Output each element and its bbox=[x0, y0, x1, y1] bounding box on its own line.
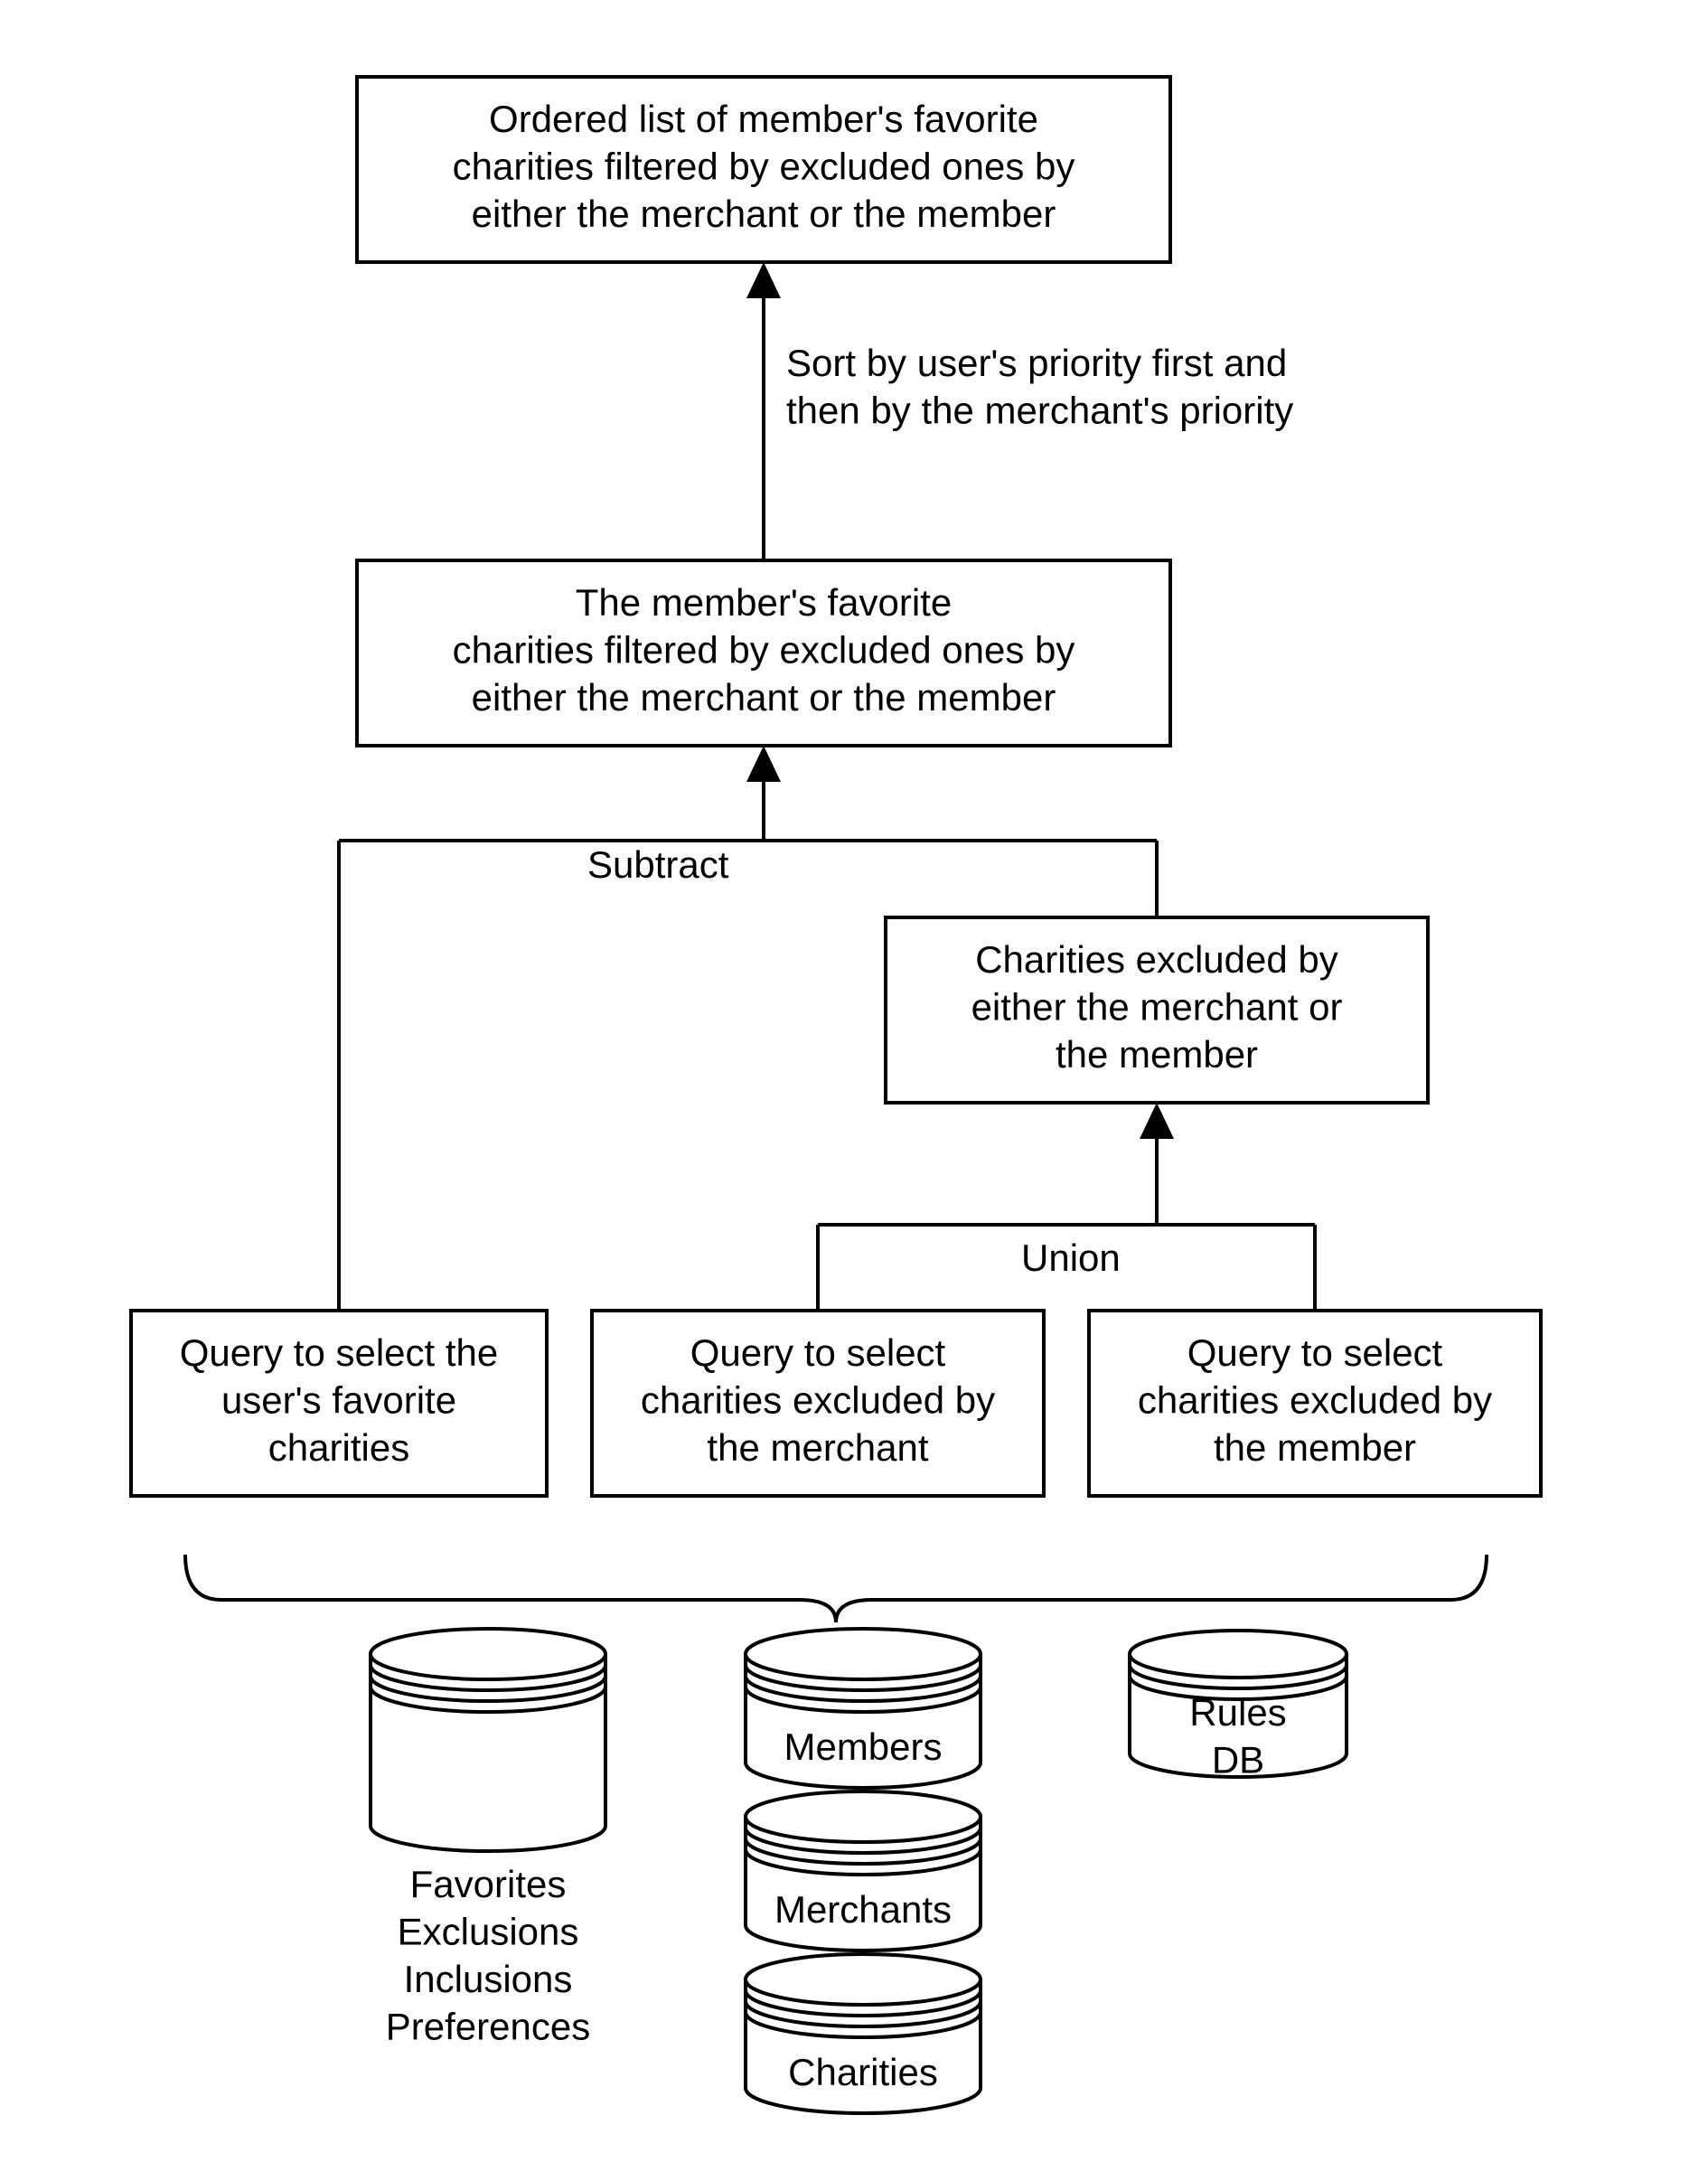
edge-label-union: Union bbox=[1021, 1236, 1121, 1279]
svg-text:Preferences: Preferences bbox=[386, 2006, 590, 2048]
svg-text:Charities: Charities bbox=[788, 2051, 938, 2093]
svg-text:either the merchant or: either the merchant or bbox=[971, 986, 1343, 1029]
svg-text:Exclusions: Exclusions bbox=[398, 1911, 579, 1953]
svg-text:charities filtered by excluded: charities filtered by excluded ones by bbox=[453, 629, 1075, 672]
db-members: Members bbox=[746, 1629, 981, 1788]
svg-text:Charities excluded by: Charities excluded by bbox=[975, 938, 1338, 981]
svg-text:Ordered list of member's favor: Ordered list of member's favorite bbox=[489, 98, 1038, 140]
brace bbox=[185, 1555, 1487, 1622]
svg-text:Rules: Rules bbox=[1189, 1691, 1286, 1734]
svg-text:Union: Union bbox=[1021, 1236, 1121, 1279]
node-filtered: The member's favorite charities filtered … bbox=[357, 560, 1170, 746]
db-charities: Charities bbox=[746, 1954, 981, 2113]
db-rules: RulesDB bbox=[1130, 1631, 1347, 1781]
node-excluded: Charities excluded by either the merchant… bbox=[886, 917, 1428, 1103]
svg-text:Query to select: Query to select bbox=[1187, 1331, 1443, 1374]
svg-text:charities filtered by excluded: charities filtered by excluded ones by bbox=[453, 146, 1075, 188]
node-q_ex_member: Query to select charities excluded bythe … bbox=[1089, 1311, 1541, 1496]
svg-text:Merchants: Merchants bbox=[774, 1888, 952, 1931]
svg-text:user's favorite: user's favorite bbox=[221, 1379, 456, 1422]
svg-text:Members: Members bbox=[784, 1725, 942, 1768]
node-ordered: Ordered list of member's favorite chariti… bbox=[357, 77, 1170, 262]
svg-text:Favorites: Favorites bbox=[410, 1863, 567, 1905]
svg-text:charities excluded by: charities excluded by bbox=[641, 1379, 995, 1422]
svg-text:Query to select: Query to select bbox=[690, 1331, 946, 1374]
svg-text:the member: the member bbox=[1056, 1033, 1258, 1076]
svg-text:the merchant: the merchant bbox=[707, 1426, 928, 1469]
svg-text:DB: DB bbox=[1212, 1738, 1264, 1781]
svg-text:charities: charities bbox=[268, 1426, 409, 1469]
flowchart-diagram: Ordered list of member's favorite chariti… bbox=[0, 0, 1708, 2181]
svg-text:then by the merchant's priorit: then by the merchant's priority bbox=[786, 390, 1293, 432]
svg-text:The member's favorite: The member's favorite bbox=[576, 581, 953, 624]
svg-text:either the merchant or the mem: either the merchant or the member bbox=[472, 676, 1056, 719]
edge-label-subtract: Subtract bbox=[587, 843, 729, 886]
db-merchants: Merchants bbox=[746, 1791, 981, 1951]
db-favorites: Favorites Exclusions Inclusions Preferences bbox=[371, 1629, 605, 2048]
svg-text:the member: the member bbox=[1214, 1426, 1416, 1469]
edge-label-sort: Sort by user's priority first and then by… bbox=[786, 342, 1293, 432]
svg-text:either the merchant or the mem: either the merchant or the member bbox=[472, 193, 1056, 235]
node-q_fav: Query to select the user's favoritecharit… bbox=[131, 1311, 547, 1496]
svg-text:Sort by user's priority first: Sort by user's priority first and bbox=[786, 342, 1287, 384]
svg-text:Query to select the: Query to select the bbox=[180, 1331, 499, 1374]
svg-text:Subtract: Subtract bbox=[587, 843, 729, 886]
svg-text:Inclusions: Inclusions bbox=[404, 1958, 573, 2000]
node-q_ex_merchant: Query to select charities excluded bythe … bbox=[592, 1311, 1044, 1496]
svg-text:charities excluded by: charities excluded by bbox=[1138, 1379, 1492, 1422]
